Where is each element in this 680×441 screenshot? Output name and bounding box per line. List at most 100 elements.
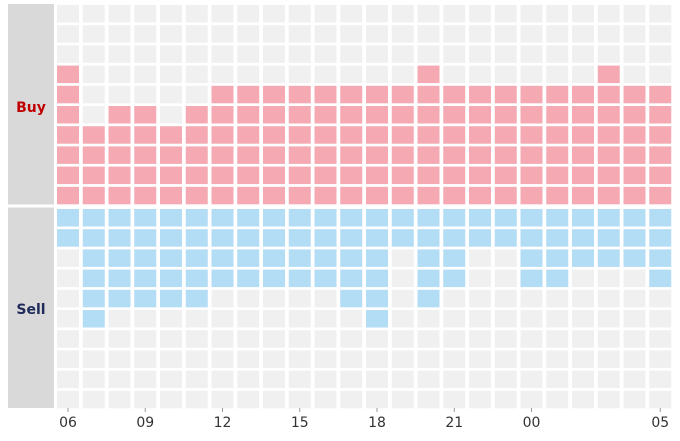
empty-cell (391, 25, 414, 43)
buy-cell (546, 106, 569, 124)
sell-cell (546, 209, 569, 227)
buy-cell (417, 126, 440, 144)
buy-cell (185, 186, 208, 205)
empty-cell (597, 370, 620, 389)
buy-cell (649, 126, 672, 144)
empty-cell (108, 350, 131, 368)
empty-cell (185, 330, 208, 348)
buy-cell (443, 146, 466, 164)
empty-cell (237, 370, 260, 389)
empty-cell (160, 370, 182, 389)
empty-cell (237, 330, 260, 348)
sell-cell (366, 269, 388, 288)
empty-cell (391, 5, 414, 23)
sell-cell (572, 229, 594, 247)
empty-cell (494, 370, 517, 389)
buy-cell (82, 146, 105, 164)
empty-cell (82, 25, 105, 43)
empty-cell (443, 289, 466, 308)
empty-cell (82, 106, 105, 124)
buy-cell (366, 146, 388, 164)
empty-cell (597, 390, 620, 409)
x-tick-label: 12 (214, 415, 232, 431)
buy-cell (57, 85, 79, 104)
empty-cell (649, 350, 672, 368)
sell-cell (443, 229, 466, 247)
sell-cell (340, 249, 363, 267)
sell-cell (108, 289, 131, 308)
buy-cell (494, 186, 517, 205)
buy-cell (314, 106, 337, 124)
empty-cell (340, 65, 363, 84)
empty-cell (160, 5, 182, 23)
sell-cell (185, 229, 208, 247)
empty-cell (160, 65, 182, 84)
empty-cell (160, 25, 182, 43)
empty-cell (134, 310, 157, 328)
empty-cell (494, 310, 517, 328)
empty-cell (134, 65, 157, 84)
buy-cell (108, 146, 131, 164)
empty-cell (469, 350, 491, 368)
empty-cell (314, 65, 337, 84)
empty-cell (237, 350, 260, 368)
buy-cell (443, 186, 466, 205)
empty-cell (185, 310, 208, 328)
sell-cell (82, 289, 105, 308)
sell-cell (108, 249, 131, 267)
sell-cell (134, 269, 157, 288)
empty-cell (520, 289, 543, 308)
empty-cell (391, 370, 414, 389)
buy-cell (469, 186, 491, 205)
buy-cell (263, 126, 285, 144)
empty-cell (314, 45, 337, 63)
empty-cell (263, 25, 285, 43)
sell-cell (108, 229, 131, 247)
buy-cell (546, 146, 569, 164)
buy-cell (597, 85, 620, 104)
buy-cell (391, 106, 414, 124)
sell-cell (391, 209, 414, 227)
x-tick-label: 15 (291, 415, 309, 431)
sell-cell (82, 229, 105, 247)
empty-cell (237, 5, 260, 23)
buy-cell (82, 126, 105, 144)
sell-cell (340, 229, 363, 247)
empty-cell (520, 350, 543, 368)
x-tick-label: 18 (368, 415, 386, 431)
buy-cell (546, 126, 569, 144)
empty-cell (211, 370, 234, 389)
sell-cell (443, 249, 466, 267)
empty-cell (314, 390, 337, 409)
empty-cell (211, 5, 234, 23)
x-axis-ticks: 06 09 12 15 18 21 00 05 (59, 408, 669, 431)
sell-cell (82, 249, 105, 267)
buy-cell (623, 166, 646, 185)
empty-cell (572, 310, 594, 328)
sell-cell (160, 249, 182, 267)
empty-cell (546, 5, 569, 23)
buy-label: Buy (16, 100, 46, 116)
x-tick-label: 05 (651, 415, 669, 431)
empty-cell (263, 5, 285, 23)
empty-cell (443, 65, 466, 84)
sell-cell (288, 249, 311, 267)
empty-cell (417, 350, 440, 368)
sell-cell (546, 249, 569, 267)
empty-cell (520, 25, 543, 43)
empty-cell (185, 45, 208, 63)
buy-cell (597, 166, 620, 185)
empty-cell (160, 45, 182, 63)
empty-cell (417, 330, 440, 348)
sell-cell (288, 209, 311, 227)
empty-cell (417, 5, 440, 23)
empty-cell (108, 370, 131, 389)
empty-cell (623, 45, 646, 63)
buy-cell (546, 186, 569, 205)
empty-cell (366, 65, 388, 84)
sell-cell (366, 310, 388, 328)
empty-cell (572, 25, 594, 43)
empty-cell (82, 85, 105, 104)
sell-cell (623, 249, 646, 267)
sell-cell (649, 249, 672, 267)
